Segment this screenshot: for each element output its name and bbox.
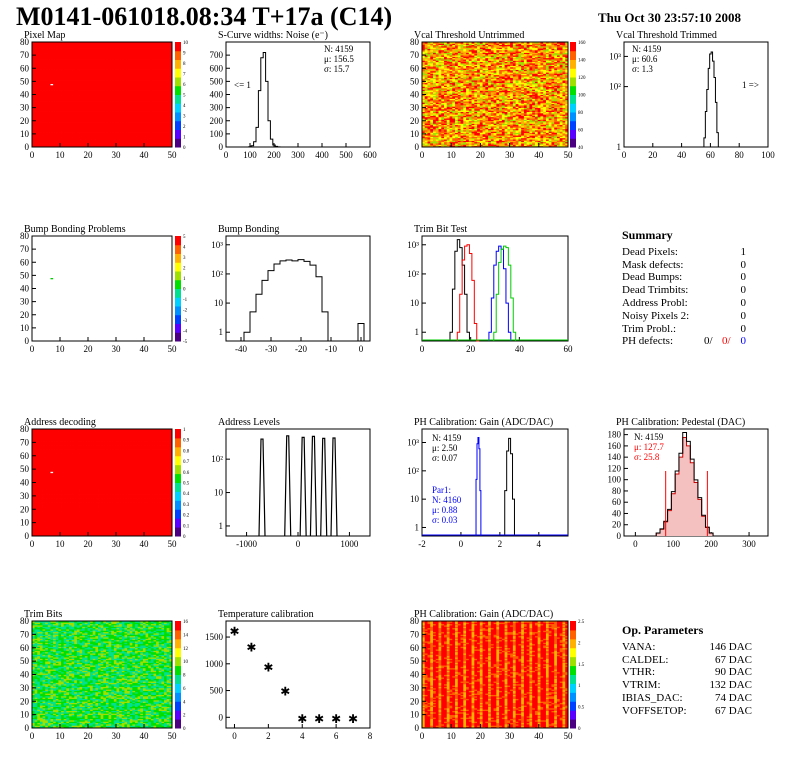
y-tick-label: 300 <box>210 103 224 113</box>
color-scale-label: 0 <box>183 146 186 151</box>
y-tick-label: 40 <box>20 90 30 100</box>
x-tick-label: 10 <box>56 150 66 160</box>
y-tick-label: 50 <box>20 76 30 86</box>
y-tick-label: 600 <box>210 63 224 73</box>
y-tick-label: 700 <box>210 50 224 60</box>
dead-pixel-marker <box>50 84 53 85</box>
x-tick-label: 600 <box>363 150 377 160</box>
color-scale-segment <box>175 42 181 51</box>
color-scale-segment <box>175 60 181 69</box>
color-scale-label: 6 <box>183 83 186 88</box>
x-tick-label: 20 <box>84 150 94 160</box>
color-scale-label: 9 <box>183 52 186 57</box>
color-scale-segment <box>175 103 181 112</box>
color-scale-segment <box>175 130 181 139</box>
x-tick-label: 200 <box>267 150 281 160</box>
x-tick-label: 400 <box>315 150 329 160</box>
color-scale-segment <box>175 121 181 130</box>
y-tick-label: 0 <box>219 142 224 152</box>
color-scale-segment <box>175 95 181 104</box>
y-tick-label: 500 <box>210 76 224 86</box>
x-tick-label: 500 <box>339 150 353 160</box>
plot-title: S-Curve widths: Noise (e⁻) <box>218 30 328 41</box>
color-scale-segment <box>175 68 181 77</box>
y-tick-label: 0 <box>25 142 30 152</box>
y-tick-label: 100 <box>210 129 224 139</box>
x-tick-label: 0 <box>224 150 229 160</box>
color-scale-label: 2 <box>183 125 186 130</box>
heatmap-cells <box>32 42 172 147</box>
color-scale-segment <box>175 112 181 121</box>
color-scale-label: 5 <box>183 94 186 99</box>
y-tick-label: 400 <box>210 90 224 100</box>
stats-text: μ: 156.5 <box>324 54 354 64</box>
x-tick-label: 50 <box>168 150 178 160</box>
y-tick-label: 30 <box>20 103 30 113</box>
x-tick-label: 100 <box>243 150 257 160</box>
color-scale-label: 7 <box>183 73 186 78</box>
y-tick-label: 80 <box>20 37 30 47</box>
x-tick-label: 30 <box>112 150 122 160</box>
color-scale-label: 8 <box>183 62 186 67</box>
heatmap-cells <box>422 42 568 147</box>
stats-text: N: 4159 <box>324 44 354 54</box>
color-scale-segment <box>175 86 181 95</box>
y-tick-label: 20 <box>20 116 30 126</box>
x-tick-label: 40 <box>140 150 150 160</box>
color-scale-label: 1 <box>183 136 186 141</box>
color-scale-label: 10 <box>183 41 189 46</box>
y-tick-label: 200 <box>210 116 224 126</box>
y-tick-label: 60 <box>20 63 30 73</box>
color-scale-segment <box>175 77 181 86</box>
y-tick-label: 10 <box>20 129 30 139</box>
histogram-series <box>249 53 280 148</box>
x-tick-label: 300 <box>291 150 305 160</box>
color-scale-segment <box>175 138 181 147</box>
x-tick-label: 0 <box>30 150 35 160</box>
y-tick-label: 70 <box>20 50 30 60</box>
stats-text: σ: 15.7 <box>324 64 350 74</box>
underflow-label: <= 1 <box>234 80 251 90</box>
color-scale-label: 3 <box>183 115 186 120</box>
color-scale-label: 4 <box>183 104 186 109</box>
plot-title: Pixel Map <box>24 30 65 41</box>
color-scale-segment <box>175 51 181 60</box>
